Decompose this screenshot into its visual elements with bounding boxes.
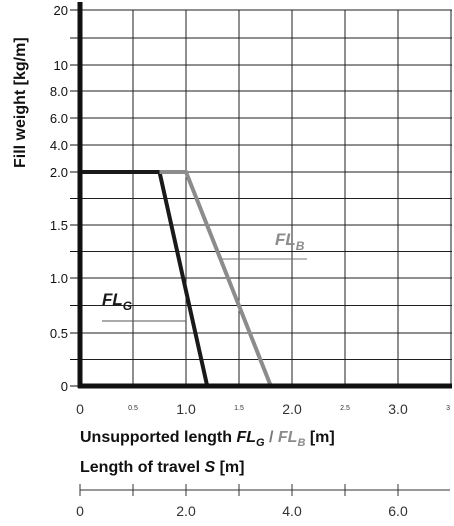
y-tick-label: 6.0 [50, 111, 68, 126]
travel-tick-label: 0 [76, 503, 84, 519]
y-tick-label: 0 [61, 379, 68, 394]
x-tick-label-minor: 0.5 [128, 405, 138, 412]
y-axis-label: Fill weight [kg/m] [12, 37, 29, 168]
x-tick-label: 3.0 [388, 401, 408, 417]
y-tick-label: 1.5 [50, 218, 68, 233]
y-tick-label: 4.0 [50, 138, 68, 153]
y-tick-label: 10 [54, 58, 68, 73]
travel-axis-label: Length of travel S [m] [80, 459, 244, 476]
axes [77, 2, 452, 389]
y-tick-label: 2.0 [50, 165, 68, 180]
x-axis-ticks: 0 1.0 2.0 3.0 0.5 1.5 2.5 3 [76, 401, 450, 417]
x-tick-label-minor: 3 [446, 405, 450, 412]
travel-tick-label: 4.0 [282, 503, 302, 519]
series-label-flb: FLB [275, 230, 305, 253]
travel-axis: 0 2.0 4.0 6.0 [76, 484, 450, 519]
y-tick-label: 20 [54, 3, 68, 18]
series-label-flg: FLG [102, 290, 132, 313]
y-tick-label: 1.0 [50, 271, 68, 286]
travel-tick-label: 2.0 [176, 503, 196, 519]
x-tick-label: 2.0 [282, 401, 302, 417]
x-tick-label-minor: 1.5 [234, 405, 244, 412]
x-tick-label: 0 [76, 401, 84, 417]
series-lines [80, 170, 273, 387]
y-tick-label: 8.0 [50, 84, 68, 99]
travel-tick-label: 6.0 [388, 503, 408, 519]
y-tick-label: 0.5 [50, 326, 68, 341]
grid [80, 9, 452, 386]
y-axis-ticks: 20 10 8.0 6.0 4.0 2.0 1.5 1.0 0.5 0 [50, 3, 80, 394]
series-line-flg [80, 170, 210, 387]
x-axis-label: Unsupported length FLG / FLB [m] [80, 429, 335, 449]
x-tick-label-minor: 2.5 [340, 405, 350, 412]
x-tick-label: 1.0 [176, 401, 196, 417]
series-line-flb [159, 170, 273, 387]
